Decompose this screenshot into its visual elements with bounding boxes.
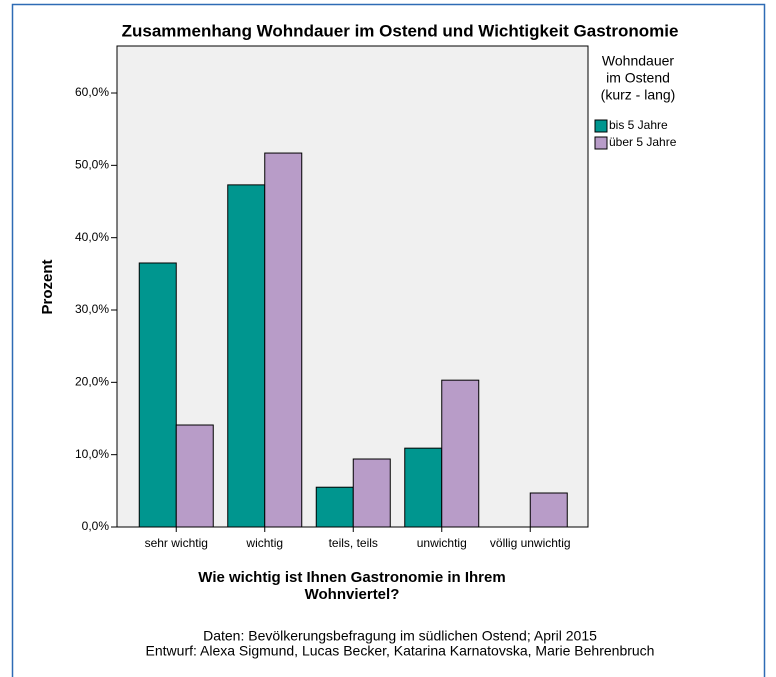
x-tick-label: sehr wichtig bbox=[145, 536, 208, 550]
x-axis-label: Wie wichtig ist Ihnen Gastronomie in Ihr… bbox=[198, 569, 505, 586]
legend-swatch bbox=[594, 119, 608, 133]
legend-label: bis 5 Jahre bbox=[609, 118, 668, 132]
bar bbox=[529, 492, 568, 528]
bar bbox=[175, 424, 214, 528]
legend-title: Wohndauer bbox=[602, 53, 674, 69]
note: Daten: Bevölkerungsbefragung im südliche… bbox=[203, 628, 597, 644]
y-tick-label: 30,0% bbox=[75, 302, 109, 316]
y-tick-label: 40,0% bbox=[75, 230, 109, 244]
x-tick-label: unwichtig bbox=[417, 536, 467, 550]
bar bbox=[264, 152, 303, 528]
bar bbox=[315, 486, 354, 528]
bar bbox=[441, 379, 480, 528]
legend-label: über 5 Jahre bbox=[609, 135, 677, 149]
legend-title: (kurz - lang) bbox=[601, 87, 676, 103]
x-tick-label: völlig unwichtig bbox=[490, 536, 571, 550]
bar bbox=[227, 184, 266, 528]
y-tick-label: 50,0% bbox=[75, 158, 109, 172]
y-axis-label: Prozent bbox=[39, 259, 56, 314]
y-tick-label: 20,0% bbox=[75, 375, 109, 389]
bar bbox=[138, 262, 177, 528]
bar bbox=[404, 447, 443, 528]
legend-title: im Ostend bbox=[606, 70, 670, 86]
note: Entwurf: Alexa Sigmund, Lucas Becker, Ka… bbox=[146, 643, 655, 659]
x-tick-label: wichtig bbox=[245, 536, 283, 550]
x-axis-label: Wohnviertel? bbox=[305, 586, 400, 603]
y-tick-label: 10,0% bbox=[75, 447, 109, 461]
y-tick-label: 0,0% bbox=[82, 519, 110, 533]
chart-title: Zusammenhang Wohndauer im Ostend und Wic… bbox=[122, 21, 679, 40]
legend-swatch bbox=[594, 136, 608, 150]
bar bbox=[352, 458, 391, 528]
y-tick-label: 60,0% bbox=[75, 85, 109, 99]
x-tick-label: teils, teils bbox=[329, 536, 378, 550]
